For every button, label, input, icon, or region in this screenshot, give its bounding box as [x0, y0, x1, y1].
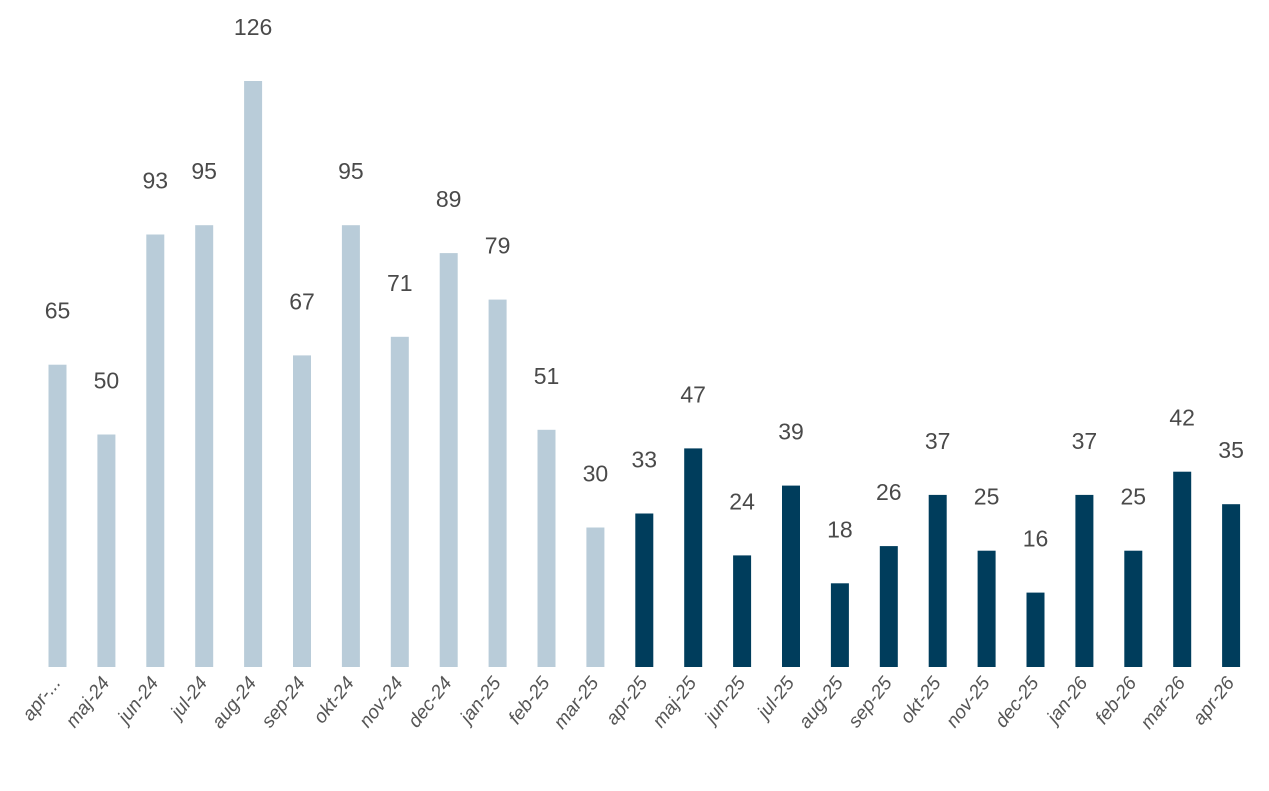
bar-value-label: 33	[632, 447, 658, 473]
bar-value-label: 79	[485, 233, 511, 259]
bar-value-label: 71	[387, 270, 413, 296]
bar	[97, 434, 116, 667]
x-tick-label: jul-25	[752, 673, 799, 725]
x-tick-label: dec-25	[991, 673, 1044, 732]
bar-value-label: 50	[94, 368, 120, 394]
bar	[830, 583, 849, 667]
bar	[586, 527, 605, 667]
x-tick-label: jun-25	[699, 673, 750, 730]
bar	[1124, 550, 1143, 667]
bar	[244, 81, 263, 667]
bar-value-label: 39	[778, 419, 804, 445]
bar-value-label: 42	[1169, 405, 1195, 431]
x-tick-label: aug-25	[795, 673, 848, 733]
bar	[733, 555, 752, 667]
bar	[1173, 471, 1192, 667]
bar-value-label: 25	[1121, 484, 1147, 510]
bar-value-label: 18	[827, 516, 853, 542]
bar	[48, 364, 67, 667]
x-tick-label: jan-25	[455, 673, 506, 730]
bar	[1075, 494, 1094, 667]
bar	[1222, 504, 1241, 667]
bar	[195, 225, 214, 667]
bar-value-label: 51	[534, 363, 560, 389]
bar	[293, 355, 311, 667]
x-tick-label: maj-24	[62, 673, 114, 732]
x-tick-label: nov-25	[942, 673, 995, 732]
bars-group	[48, 81, 1241, 667]
x-tick-label: jun-24	[112, 673, 163, 730]
x-tick-label: jan-26	[1041, 673, 1092, 730]
bar	[879, 546, 898, 667]
x-tick-label: maj-25	[649, 673, 702, 732]
bar	[684, 448, 703, 667]
bar-value-label: 95	[191, 158, 217, 184]
bar	[390, 336, 409, 667]
bar	[439, 253, 458, 667]
bar-value-label: 47	[680, 381, 706, 407]
bar	[341, 225, 360, 667]
bar-value-label: 95	[338, 158, 364, 184]
bar-value-label: 24	[729, 488, 755, 514]
bar	[635, 513, 654, 667]
bar-value-label: 67	[289, 288, 315, 314]
x-tick-label: jul-24	[165, 673, 212, 725]
value-labels-group: 65 50 93 95 126 67 95 71 89 79 51 30 33 47 24 39 18 26 37 2…	[45, 14, 1244, 552]
bar	[537, 429, 556, 667]
x-tick-label: okt-24	[310, 673, 359, 728]
bar	[928, 494, 947, 667]
bar-value-label: 65	[45, 298, 71, 324]
x-tick-label: aug-24	[208, 673, 261, 733]
x-tick-label: sep-25	[844, 673, 897, 732]
bar-value-label: 37	[925, 428, 951, 454]
bar-value-label: 93	[143, 168, 169, 194]
bar-value-label: 89	[436, 186, 462, 212]
bar-value-label: 30	[583, 461, 609, 487]
bar-value-label: 37	[1072, 428, 1098, 454]
x-tick-label: mar-26	[1137, 673, 1191, 733]
x-tick-label: okt-25	[897, 673, 946, 728]
x-tick-label: feb-26	[1092, 673, 1142, 729]
bar-value-label: 35	[1218, 437, 1244, 463]
x-tick-label: dec-24	[404, 673, 456, 732]
bar-value-label: 16	[1023, 526, 1049, 552]
x-tick-label: apr-26	[1189, 673, 1239, 729]
x-tick-label: sep-24	[258, 673, 310, 732]
x-tick-label: feb-25	[505, 673, 555, 729]
bar	[488, 299, 507, 667]
bar-value-label: 126	[234, 14, 272, 40]
bar	[1026, 592, 1045, 667]
bar	[977, 550, 996, 667]
bar-value-label: 26	[876, 479, 902, 505]
bar	[782, 485, 800, 667]
bar	[146, 234, 165, 667]
x-tick-label: nov-24	[355, 673, 407, 732]
x-tick-label: apr-...	[19, 673, 66, 725]
bar-value-label: 25	[974, 484, 1000, 510]
x-tick-label: apr-25	[602, 673, 652, 729]
x-tick-label: mar-25	[550, 673, 604, 733]
